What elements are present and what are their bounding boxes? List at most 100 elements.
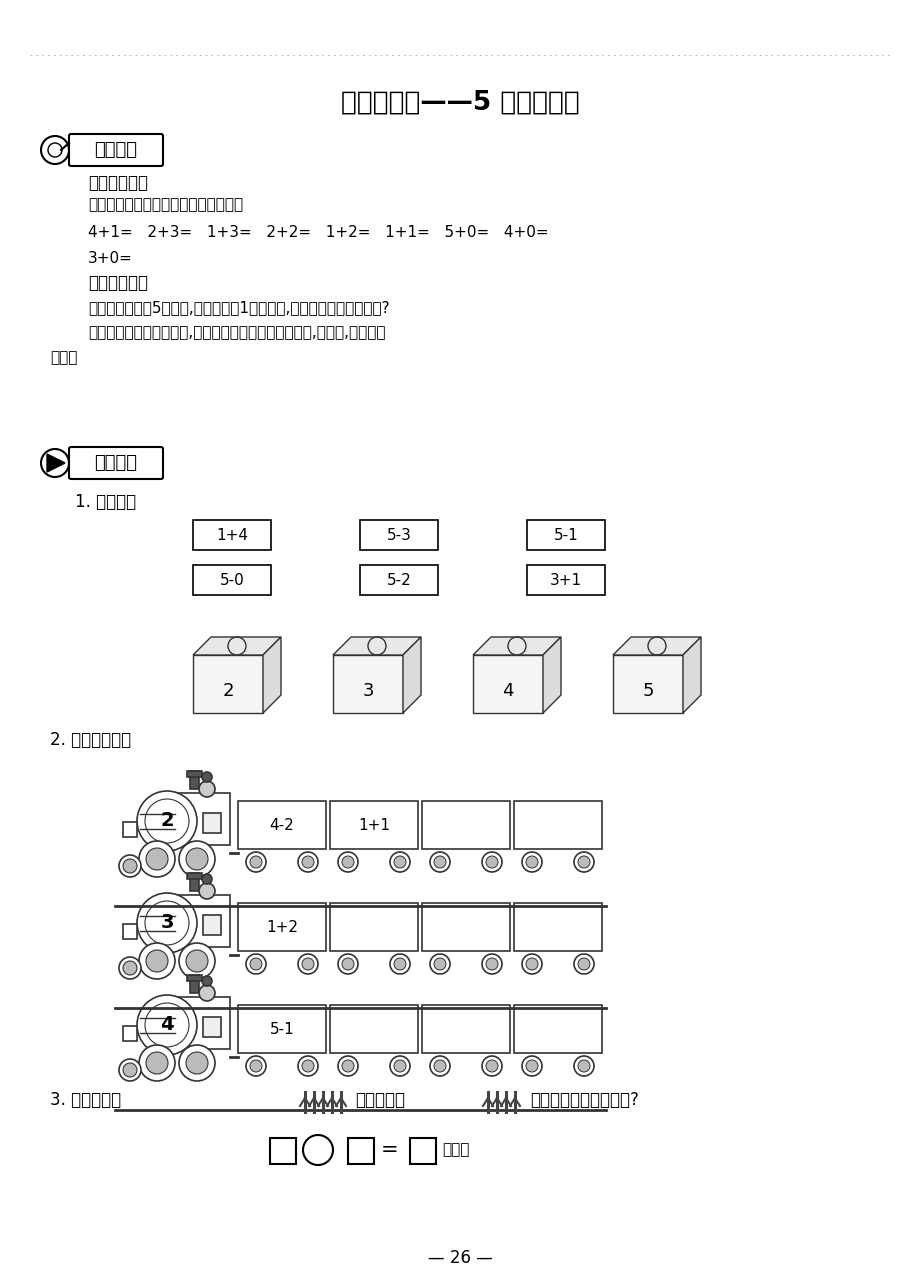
Circle shape <box>146 847 168 870</box>
Circle shape <box>119 956 141 979</box>
Circle shape <box>573 954 594 974</box>
Circle shape <box>485 1060 497 1072</box>
Text: 前置作业: 前置作业 <box>95 141 137 159</box>
Circle shape <box>429 853 449 872</box>
Circle shape <box>179 841 215 877</box>
Circle shape <box>179 944 215 979</box>
Bar <box>612 655 682 713</box>
Polygon shape <box>472 637 561 655</box>
Circle shape <box>298 853 318 872</box>
Circle shape <box>298 1056 318 1076</box>
Text: 2: 2 <box>160 812 174 831</box>
Circle shape <box>202 874 211 885</box>
Text: 3: 3 <box>160 914 174 932</box>
Circle shape <box>434 1060 446 1072</box>
Circle shape <box>429 1056 449 1076</box>
Circle shape <box>250 1060 262 1072</box>
Circle shape <box>145 1003 188 1047</box>
Text: =: = <box>380 1140 398 1160</box>
Bar <box>193 520 271 550</box>
Bar <box>175 895 230 947</box>
Circle shape <box>342 1060 354 1072</box>
Bar <box>187 873 202 879</box>
Circle shape <box>429 954 449 974</box>
Circle shape <box>577 1060 589 1072</box>
Circle shape <box>337 853 357 872</box>
Circle shape <box>250 856 262 868</box>
Circle shape <box>119 855 141 877</box>
Polygon shape <box>403 637 421 713</box>
Text: 小猴子下山——5 以内的减法: 小猴子下山——5 以内的减法 <box>340 90 579 115</box>
Bar <box>123 822 137 837</box>
Circle shape <box>526 1060 538 1072</box>
Bar <box>330 1005 417 1053</box>
Circle shape <box>434 856 446 868</box>
Circle shape <box>298 954 318 974</box>
Polygon shape <box>542 637 561 713</box>
Bar <box>238 903 325 951</box>
Bar <box>359 520 437 550</box>
Text: （个）: （个） <box>441 1142 469 1158</box>
Text: 做题说明：先让父母读题,然后再用摆小棒的方法摆一摆,拿一拿,数出计算: 做题说明：先让父母读题,然后再用摆小棒的方法摆一摆,拿一拿,数出计算 <box>88 326 385 341</box>
Circle shape <box>199 883 215 899</box>
Circle shape <box>521 954 541 974</box>
Text: 2. 快乐小火车。: 2. 快乐小火车。 <box>50 731 131 749</box>
Circle shape <box>573 853 594 872</box>
Polygon shape <box>193 637 280 655</box>
Circle shape <box>482 1056 502 1076</box>
Circle shape <box>123 1063 137 1077</box>
Circle shape <box>342 958 354 970</box>
Bar <box>123 924 137 938</box>
Text: 4: 4 <box>160 1015 174 1035</box>
Circle shape <box>390 954 410 974</box>
Text: 1+1: 1+1 <box>357 818 390 832</box>
Bar <box>472 655 542 713</box>
Circle shape <box>245 853 266 872</box>
Bar <box>203 1017 221 1037</box>
Bar <box>422 903 509 951</box>
Bar <box>514 1005 601 1053</box>
Circle shape <box>145 799 188 844</box>
Bar <box>175 997 230 1049</box>
Text: 5: 5 <box>641 682 653 700</box>
Circle shape <box>199 781 215 797</box>
Text: 二、新知速递: 二、新知速递 <box>88 274 148 292</box>
Bar <box>203 915 221 935</box>
Bar <box>238 1005 325 1053</box>
Text: 3: 3 <box>362 682 373 700</box>
Circle shape <box>202 772 211 782</box>
Bar <box>330 801 417 849</box>
Circle shape <box>573 1056 594 1076</box>
Polygon shape <box>47 454 65 472</box>
Bar <box>410 1138 436 1164</box>
Circle shape <box>577 856 589 868</box>
Circle shape <box>577 958 589 970</box>
Circle shape <box>521 1056 541 1076</box>
Bar <box>190 873 199 891</box>
Text: 。你知道还剩多少个吗?: 。你知道还剩多少个吗? <box>529 1091 638 1109</box>
Circle shape <box>337 954 357 974</box>
Text: 3. 兔妈妈拔来: 3. 兔妈妈拔来 <box>50 1091 121 1109</box>
Bar <box>175 794 230 845</box>
Polygon shape <box>612 637 700 655</box>
Circle shape <box>137 995 197 1055</box>
Circle shape <box>301 856 313 868</box>
Bar <box>190 770 199 788</box>
Bar <box>422 801 509 849</box>
Circle shape <box>245 1056 266 1076</box>
Circle shape <box>186 847 208 870</box>
Circle shape <box>393 856 405 868</box>
FancyBboxPatch shape <box>69 135 163 165</box>
Circle shape <box>302 1135 333 1165</box>
Circle shape <box>139 944 175 979</box>
Circle shape <box>139 1045 175 1081</box>
Polygon shape <box>263 637 280 713</box>
Text: 2: 2 <box>222 682 233 700</box>
Circle shape <box>199 985 215 1001</box>
FancyBboxPatch shape <box>69 447 163 479</box>
Circle shape <box>123 859 137 873</box>
Text: 3+0=: 3+0= <box>88 250 132 265</box>
Bar <box>527 520 605 550</box>
Text: 计算下列各题，并说说你是怎样算的。: 计算下列各题，并说说你是怎样算的。 <box>88 197 243 213</box>
Text: 5-2: 5-2 <box>386 573 411 587</box>
